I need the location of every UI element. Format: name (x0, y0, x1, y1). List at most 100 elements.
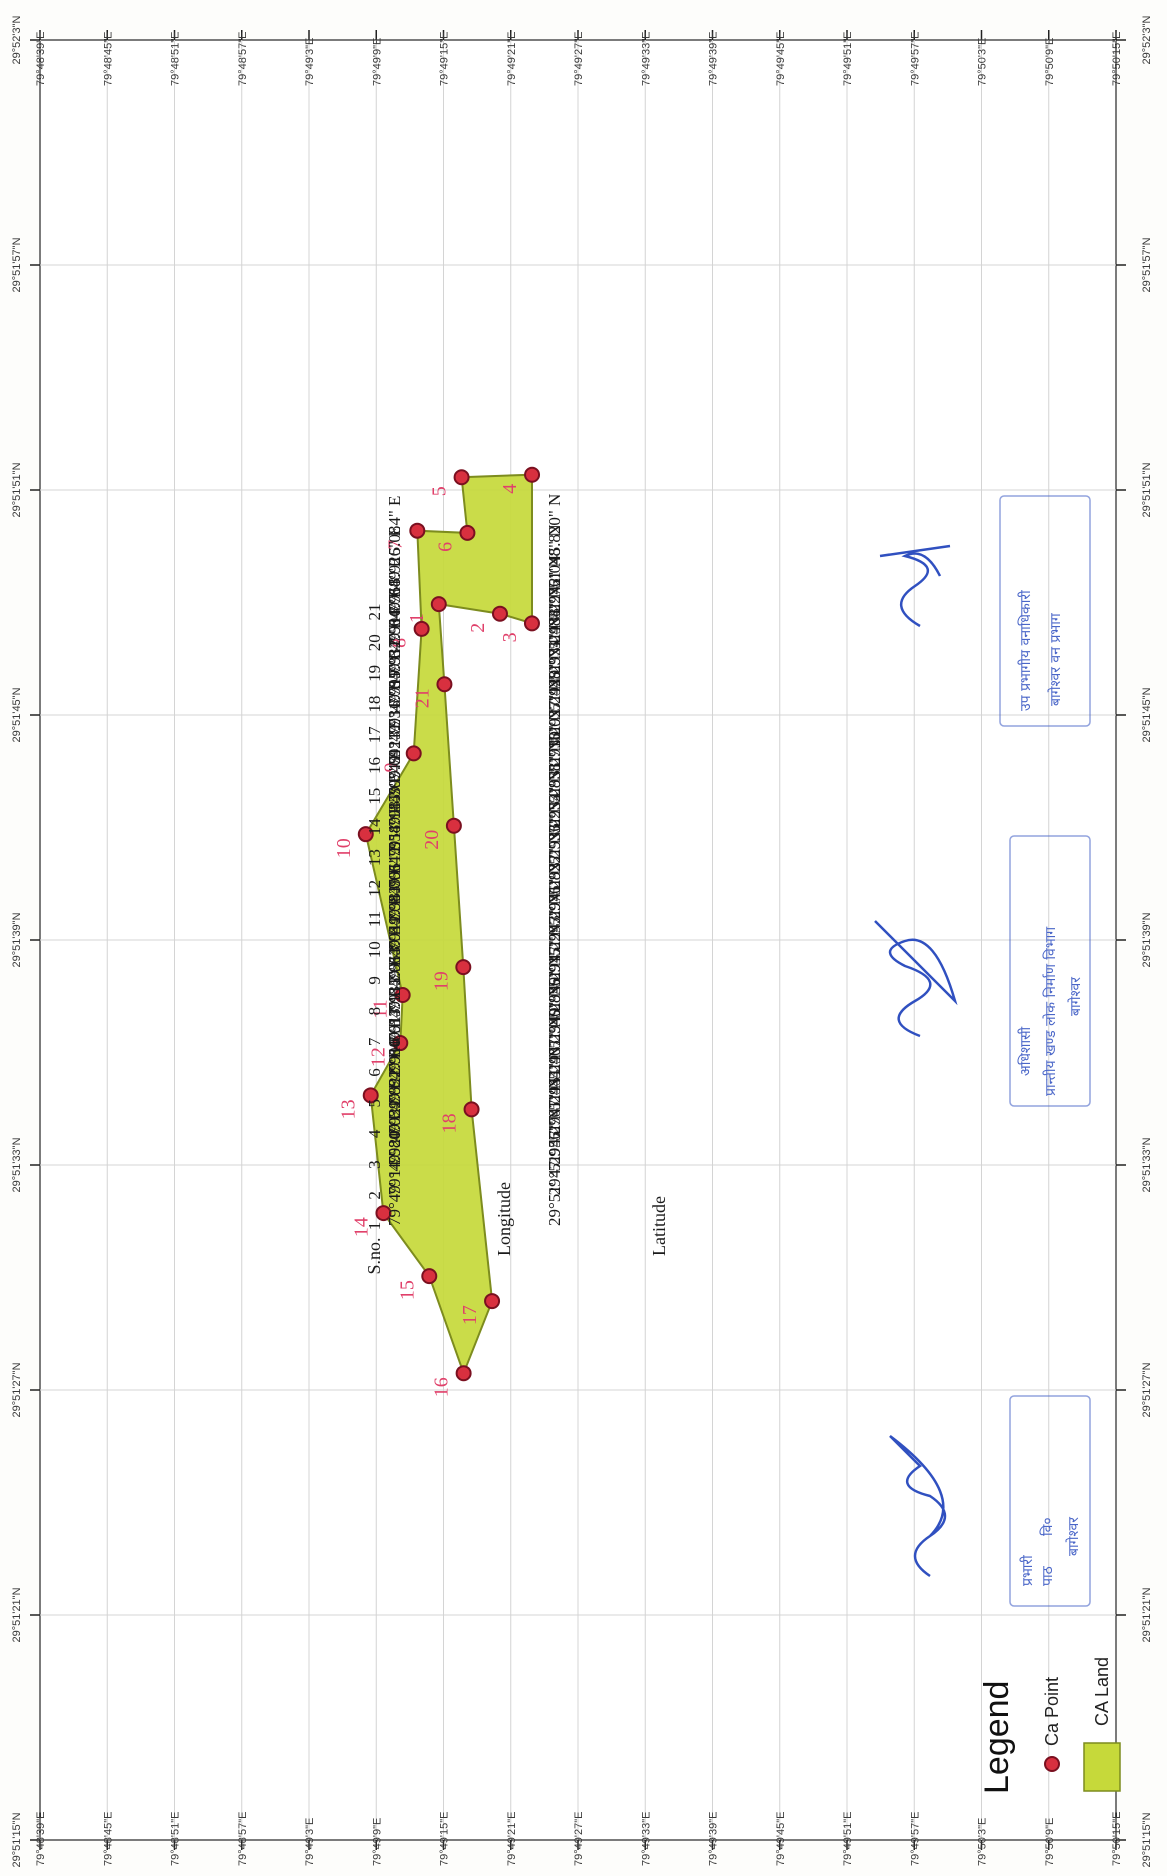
ca-point-label: 8 (389, 638, 411, 648)
lon-tick-label-right: 79°50'3"E (977, 38, 989, 86)
legend-item-ca-land: CA Land (1092, 1657, 1112, 1726)
stamp-line: उप प्रभागीय वनाधिकारी (1017, 590, 1034, 711)
table-cell-longitude: 79°49' 9.642" E (385, 719, 404, 827)
ca-point-label: 15 (396, 1280, 418, 1300)
table-cell-sno: 18 (365, 696, 384, 713)
stamp-line: पाठ (1040, 1565, 1056, 1586)
lon-tick-label-left: 79°49'33"E (640, 1812, 652, 1866)
table-cell-latitude: 29°51' 27.448" N (545, 647, 564, 765)
lat-tick-label-bottom: 29°51'39"N (1141, 912, 1153, 967)
lat-tick-label-bottom: 29°51'21"N (1141, 1587, 1153, 1642)
table-cell-longitude: 79°49' 16.795" E (385, 649, 404, 765)
ca-point-3 (523, 615, 540, 632)
table-cell-latitude: 29°51' 45.820" N (545, 494, 564, 612)
stamp-right: उप प्रभागीय वनाधिकारी बागेश्वर वन प्रभाग (999, 495, 1091, 727)
table-cell-longitude: 79°49' 15.084" E (385, 496, 404, 612)
coordinate-table: S.no. Longitude Latitude 1 79°49' 14.580"… (364, 494, 669, 1275)
ca-point-15 (421, 1268, 438, 1285)
lat-tick-label-top: 29°51'21"N (11, 1587, 23, 1642)
ca-point-label: 5 (429, 486, 451, 496)
ca-point-label: 13 (338, 1099, 360, 1119)
table-cell-longitude: 79°49' 19.332" E (385, 618, 404, 734)
ca-point-19 (455, 959, 472, 976)
stamp-line: अधिशासी (1017, 1026, 1034, 1076)
table-cell-latitude: 29°51' 31.718" N (545, 709, 564, 827)
table-cell-sno: 6 (365, 1068, 384, 1077)
ca-point-13 (362, 1087, 379, 1104)
table-cell-latitude: 29°51' 30.037" N (545, 678, 564, 796)
legend: Legend Ca Point CA Land (978, 1657, 1121, 1794)
stamp-border (1009, 1395, 1091, 1607)
lat-tick-label-top: 29°51'45"N (11, 687, 23, 742)
legend-title: Legend (978, 1681, 1016, 1794)
ca-point-7 (409, 522, 426, 539)
lon-tick-label-right: 79°49'15"E (439, 32, 451, 86)
table-cell-sno: 15 (365, 788, 384, 805)
stamp-line: बागेश्वर (1065, 1517, 1082, 1556)
lon-tick-label-right: 79°48'45"E (102, 32, 114, 86)
ca-point-11 (394, 987, 411, 1004)
table-cell-latitude: 29°51' 51.407" N (545, 1016, 564, 1134)
lon-tick-label-right: 79°50'15"E (1111, 32, 1123, 86)
ca-point-label: 2 (467, 623, 489, 633)
ca-point-label: 9 (381, 762, 403, 772)
table-cell-sno: 17 (365, 726, 384, 744)
table-cell-latitude: 29°51' 37.533" N (545, 801, 564, 919)
table-cell-latitude: 29°51' 34.858" N (545, 739, 564, 857)
rotated-map-frame: 29°51'15"N 29°51'15"N 29°51'21"N 29°51'21"N… (11, 15, 1153, 1867)
table-header-longitude: Longitude (494, 1182, 514, 1256)
table-cell-latitude: 29°51' 41.822" N (545, 831, 564, 949)
lat-tick-label-bottom: 29°52'3"N (1141, 15, 1153, 64)
lon-tick-label-right: 79°49'3"E (304, 38, 316, 86)
ca-point-label: 21 (411, 688, 433, 708)
table-cell-latitude: 29°51' 36.252" N (545, 770, 564, 888)
ca-point-12 (392, 1035, 409, 1052)
axis-ticks (30, 30, 1126, 1850)
lon-tick-label-left: 79°48'39"E (35, 1812, 47, 1866)
table-cell-longitude: 79°49' 8.507" E (385, 750, 404, 858)
lon-tick-label-right: 79°50'9"E (1044, 38, 1056, 86)
lat-tick-label-top: 29°51'33"N (11, 1137, 23, 1192)
lon-tick-label-right: 79°49'39"E (708, 32, 720, 86)
lon-tick-label-right: 79°48'51"E (170, 32, 182, 86)
lon-tick-label-left: 79°48'57"E (237, 1812, 249, 1866)
table-cell-sno: 9 (365, 976, 384, 985)
table-cell-latitude: 29°51' 49.856" N (545, 954, 564, 1072)
table-cell-longitude: 79°49' 11.145" E (385, 772, 404, 888)
table-cell-sno: 3 (365, 1160, 384, 1169)
lon-tick-label-right: 79°49'51"E (842, 32, 854, 86)
lon-tick-label-left: 79°48'51"E (170, 1812, 182, 1866)
table-cell-sno: 1 (365, 1222, 384, 1231)
lon-tick-label-right: 79°49'33"E (640, 32, 652, 86)
lat-tick-label-top: 29°51'27"N (11, 1362, 23, 1417)
ca-point-label: 19 (430, 971, 452, 991)
table-rows: 1 79°49' 14.580" E 29°51' 47.956" N2 79°49'… (365, 494, 564, 1231)
stamp-line: बागेश्वर वन प्रभाग (1047, 612, 1064, 706)
stamp-left: प्रभारी पाठ वि० बागेश्वर (1009, 1395, 1091, 1607)
table-cell-longitude: 79°49' 11.358" E (385, 803, 404, 919)
ca-point-17 (484, 1293, 501, 1310)
table-cell-sno: 20 (365, 634, 384, 651)
table-cell-longitude: 79°49' 20.039" E (385, 1079, 404, 1195)
ca-point-14 (375, 1205, 392, 1222)
table-cell-longitude: 79°49' 12.343" E (385, 864, 404, 980)
stamp-line: प्रान्तीय खण्ड लोक निर्माण विभाग (1042, 926, 1059, 1096)
lat-tick-label-bottom: 29°51'15"N (1141, 1812, 1153, 1867)
ca-point-label: 18 (439, 1113, 461, 1133)
lon-tick-label-left: 79°50'3"E (977, 1818, 989, 1866)
lat-tick-label-bottom: 29°51'45"N (1141, 687, 1153, 742)
table-cell-sno: 21 (365, 604, 384, 621)
table-cell-longitude: 79°49' 13.731" E (385, 680, 404, 796)
ca-point-5 (453, 469, 470, 486)
ca-point-4 (524, 466, 541, 483)
table-cell-sno: 16 (365, 757, 384, 774)
table-cell-latitude: 29°51' 49.915" N (545, 923, 564, 1041)
stamp-line: वि० (1039, 1517, 1056, 1536)
table-cell-latitude: 29°51' 43.976" N (545, 862, 564, 980)
table-cell-sno: 2 (365, 1191, 384, 1200)
table-cell-latitude: 29°51' 34.484" N (545, 586, 564, 704)
table-cell-latitude: 29°51' 47.297" N (545, 893, 564, 1011)
lon-tick-label-left: 79°48'45"E (102, 1812, 114, 1866)
ca-point-9 (405, 745, 422, 762)
